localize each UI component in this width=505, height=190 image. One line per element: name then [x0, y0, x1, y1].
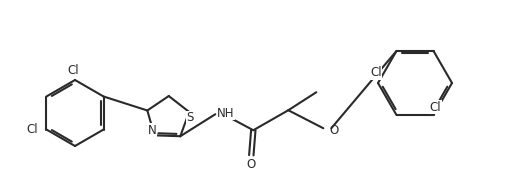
- Text: NH: NH: [217, 107, 235, 120]
- Text: Cl: Cl: [67, 63, 79, 77]
- Text: Cl: Cl: [430, 101, 441, 114]
- Text: O: O: [329, 124, 338, 137]
- Text: Cl: Cl: [370, 66, 382, 79]
- Text: O: O: [246, 158, 256, 171]
- Text: Cl: Cl: [27, 123, 38, 136]
- Text: N: N: [148, 124, 157, 137]
- Text: S: S: [186, 112, 194, 124]
